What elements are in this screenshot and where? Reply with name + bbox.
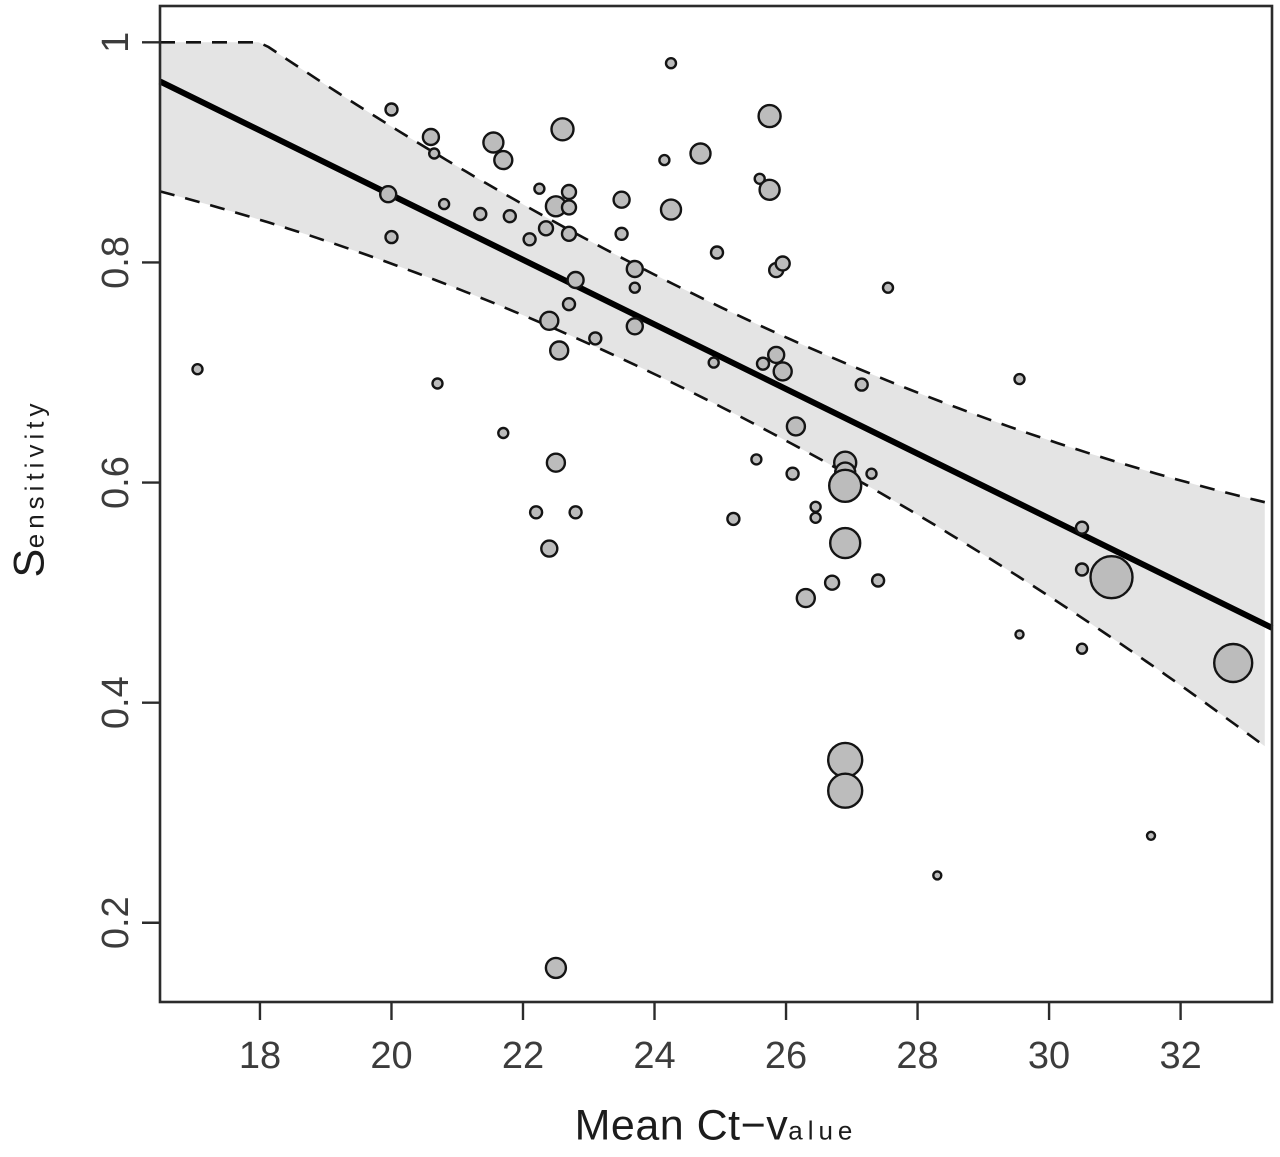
data-point-bubble bbox=[625, 317, 644, 336]
data-point-bubble bbox=[932, 870, 943, 881]
data-point-bubble bbox=[191, 363, 204, 376]
x-axis-title-main: Mean Ct−v bbox=[574, 1101, 789, 1150]
data-point-bubble bbox=[1074, 520, 1090, 535]
data-point-bubble bbox=[1075, 642, 1089, 655]
data-point-bubble bbox=[772, 361, 793, 382]
y-tick-label: 1 bbox=[95, 32, 137, 53]
data-point-bubble bbox=[560, 199, 578, 216]
data-point-bubble bbox=[827, 741, 864, 779]
y-tick-label: 0.6 bbox=[95, 456, 137, 509]
x-tick-label: 26 bbox=[765, 1035, 807, 1077]
data-point-bubble bbox=[550, 117, 575, 142]
data-point-bubble bbox=[588, 331, 603, 346]
data-point-bubble bbox=[384, 229, 399, 245]
data-point-bubble bbox=[828, 468, 863, 503]
data-point-bubble bbox=[758, 178, 781, 202]
confidence-band-fill bbox=[160, 42, 1265, 747]
data-point-bubble bbox=[658, 153, 671, 167]
data-point-bubble bbox=[1212, 642, 1254, 684]
data-point-bubble bbox=[568, 505, 583, 520]
y-axis-title-suffix: ensitivity bbox=[19, 398, 50, 549]
data-point-bubble bbox=[522, 232, 537, 247]
data-point-bubble bbox=[545, 452, 567, 473]
x-tick-label: 18 bbox=[239, 1035, 281, 1077]
data-point-bubble bbox=[809, 500, 822, 513]
data-point-bubble bbox=[549, 340, 570, 361]
data-point-bubble bbox=[482, 131, 505, 154]
confidence-band-upper-dashed bbox=[160, 41, 1266, 504]
data-point-bubble bbox=[1089, 555, 1134, 600]
data-point-bubble bbox=[795, 587, 816, 609]
data-point-bubble bbox=[664, 57, 678, 70]
data-point-bubble bbox=[561, 297, 577, 312]
data-point-bubble bbox=[533, 182, 546, 195]
data-point-bubble bbox=[757, 103, 782, 129]
data-point-bubble bbox=[628, 281, 641, 294]
data-point-bubble bbox=[689, 142, 712, 165]
data-point-bubble bbox=[625, 259, 644, 279]
data-point-bubble bbox=[502, 208, 517, 224]
data-point-bubble bbox=[384, 102, 399, 117]
y-tick-label: 0.2 bbox=[95, 896, 137, 949]
data-point-bubble bbox=[1145, 830, 1157, 841]
data-point-bubble bbox=[560, 225, 578, 243]
data-point-bubble bbox=[809, 511, 822, 524]
data-point-bubble bbox=[528, 505, 544, 520]
data-point-bubble bbox=[560, 183, 578, 201]
data-point-bubble bbox=[881, 281, 895, 294]
data-point-bubble bbox=[540, 539, 559, 558]
data-point-bubble bbox=[753, 172, 766, 186]
x-tick-label: 20 bbox=[370, 1035, 412, 1077]
data-point-bubble bbox=[755, 356, 771, 371]
y-axis-title: Sensitivity bbox=[6, 399, 55, 578]
y-tick-label: 0.4 bbox=[95, 676, 137, 729]
data-point-bubble bbox=[1013, 372, 1026, 386]
confidence-band-lower-dashed bbox=[159, 190, 1266, 748]
data-point-bubble bbox=[659, 198, 683, 221]
x-tick-label: 24 bbox=[633, 1035, 675, 1077]
data-point-bubble bbox=[431, 377, 444, 390]
data-point-bubble bbox=[428, 147, 441, 160]
data-point-bubble bbox=[785, 416, 807, 437]
data-point-bubble bbox=[379, 184, 398, 204]
data-point-bubble bbox=[750, 453, 763, 466]
data-point-bubble bbox=[829, 526, 862, 560]
data-point-bubble bbox=[612, 190, 631, 209]
x-axis-title: Mean Ct−value bbox=[575, 1102, 858, 1151]
data-point-bubble bbox=[544, 956, 568, 980]
x-tick-label: 30 bbox=[1028, 1035, 1070, 1077]
data-point-bubble bbox=[539, 310, 560, 331]
y-axis-title-main: S bbox=[5, 548, 54, 578]
data-point-bubble bbox=[865, 467, 878, 480]
data-point-bubble bbox=[827, 772, 864, 809]
data-point-bubble bbox=[870, 573, 886, 588]
x-tick-label: 32 bbox=[1159, 1035, 1201, 1077]
data-point-bubble bbox=[854, 377, 869, 392]
data-point-bubble bbox=[437, 197, 451, 211]
x-tick-label: 28 bbox=[896, 1035, 938, 1077]
x-axis-title-suffix: alue bbox=[788, 1115, 858, 1146]
plot-border bbox=[158, 4, 1274, 1004]
data-point-bubble bbox=[473, 206, 488, 222]
data-point-bubble bbox=[774, 255, 791, 272]
y-tick-label: 0.8 bbox=[95, 236, 137, 289]
data-point-bubble bbox=[823, 574, 841, 591]
data-point-bubble bbox=[785, 466, 800, 481]
data-point-bubble bbox=[726, 511, 741, 527]
data-point-bubble bbox=[497, 426, 510, 440]
x-tick-label: 22 bbox=[502, 1035, 544, 1077]
data-point-bubble bbox=[1074, 562, 1090, 577]
data-point-bubble bbox=[709, 245, 725, 260]
data-point-bubble bbox=[707, 356, 720, 369]
data-point-bubble bbox=[537, 220, 555, 237]
data-point-bubble bbox=[493, 149, 514, 171]
data-point-bubble bbox=[421, 127, 441, 147]
regression-line bbox=[158, 78, 1274, 631]
data-point-bubble bbox=[1014, 629, 1025, 640]
data-point-bubble bbox=[767, 345, 786, 365]
data-point-bubble bbox=[614, 226, 629, 242]
data-point-bubble bbox=[566, 270, 585, 290]
